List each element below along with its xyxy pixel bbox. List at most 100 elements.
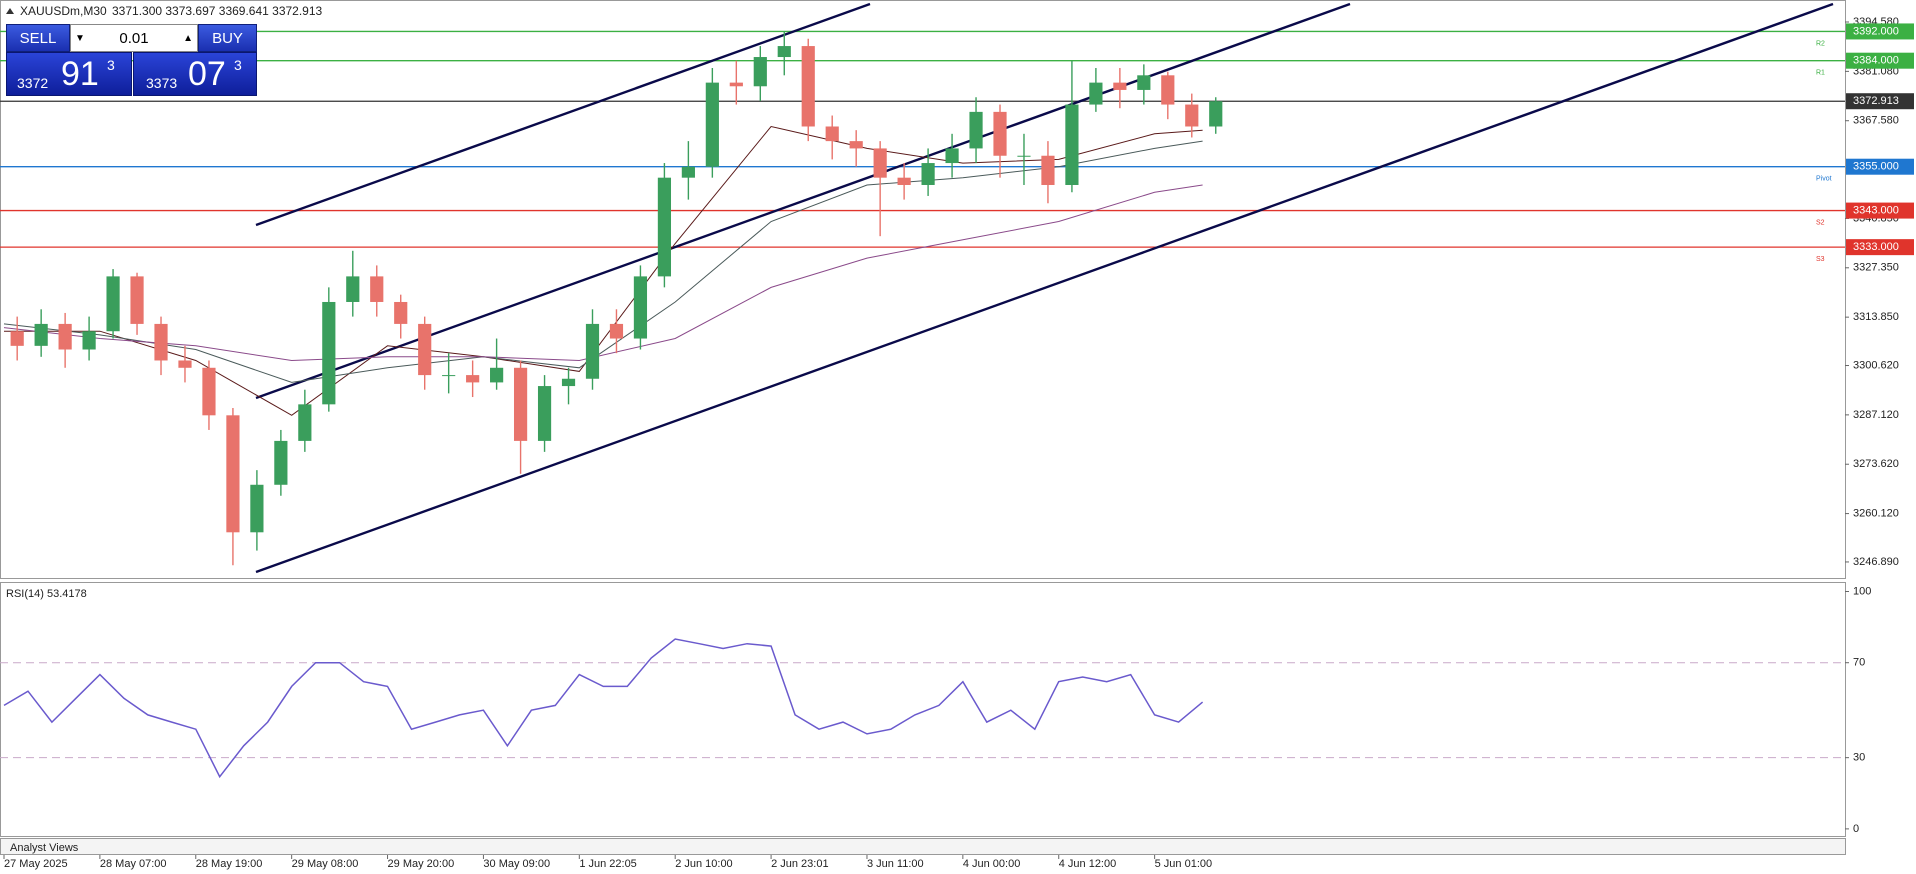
candle-body <box>34 323 48 346</box>
candle-body <box>801 46 815 127</box>
level-label: 3355.000 <box>1853 161 1899 173</box>
candle-body <box>705 82 719 167</box>
candle-body <box>58 323 72 350</box>
level-label-box <box>1846 52 1914 69</box>
x-tick-label: 4 Jun 12:00 <box>1059 858 1117 870</box>
x-tick-label: 1 Jun 22:05 <box>579 858 637 870</box>
candle-body <box>418 323 432 376</box>
candle-body <box>825 126 839 142</box>
candle-body <box>106 276 120 332</box>
y-tick-label: 0 <box>1853 823 1859 835</box>
candle-body <box>609 323 624 339</box>
level-label: 3343.000 <box>1853 204 1899 216</box>
level-name: R2 <box>1816 40 1825 47</box>
level-label: 3392.000 <box>1853 25 1899 37</box>
bid-main: 3372 <box>17 75 49 91</box>
candle-body <box>1137 75 1151 90</box>
trend-line[interactable] <box>255 2 1834 574</box>
candle-body <box>1041 155 1055 185</box>
volume-down[interactable]: ▼ <box>75 32 85 44</box>
level-name: Pivot <box>1816 176 1832 183</box>
x-tick-label: 4 Jun 00:00 <box>963 858 1021 870</box>
volume[interactable]: 0.01 <box>119 29 149 47</box>
level-name: S3 <box>1816 256 1825 263</box>
x-tick-label: 3 Jun 11:00 <box>867 858 924 870</box>
candle-body <box>322 301 336 405</box>
quote: 3371.300 3373.697 3369.641 3372.913 <box>112 4 323 18</box>
candle-body <box>849 141 863 149</box>
x-tick-label: 29 May 08:00 <box>292 858 359 870</box>
candle-body <box>1017 155 1031 157</box>
candle-body <box>346 276 360 302</box>
level-label-box <box>1846 202 1914 219</box>
candle-body <box>753 57 767 87</box>
candle-body <box>633 276 648 339</box>
analyst-views[interactable]: Analyst Views <box>10 842 79 854</box>
candle-body <box>537 386 552 441</box>
trend-line[interactable] <box>255 2 1351 400</box>
candle-body <box>729 82 743 87</box>
volume-up[interactable]: ▲ <box>183 32 193 44</box>
y-tick-label: 3313.850 <box>1853 311 1899 323</box>
volume-box[interactable]: ▼ 0.01 ▲ <box>70 24 198 52</box>
candle-body <box>945 148 959 164</box>
y-tick-label: 3246.890 <box>1853 556 1899 568</box>
candle-body <box>561 378 576 387</box>
bid-box[interactable]: 3372 91 3 <box>6 52 132 96</box>
candle-body <box>10 331 24 346</box>
level-name: R1 <box>1816 70 1825 77</box>
x-tick-label: 2 Jun 23:01 <box>771 858 829 870</box>
level-label: 3372.913 <box>1853 95 1899 107</box>
moving-average <box>3 184 1203 362</box>
rsi-panel <box>0 582 1846 837</box>
candle-body <box>250 484 264 533</box>
symbol: XAUUSDm,M30 <box>20 4 107 18</box>
candle-body <box>1113 82 1127 90</box>
y-tick-label: 3300.620 <box>1853 359 1899 371</box>
level-label: 3384.000 <box>1853 55 1899 67</box>
candle-body <box>1185 104 1199 127</box>
candle-body <box>873 148 887 178</box>
price-panel <box>0 0 1846 579</box>
level-label-box <box>1846 23 1914 40</box>
candle-body <box>1161 75 1175 105</box>
y-tick-label: 70 <box>1853 657 1865 669</box>
x-tick-label: 5 Jun 01:00 <box>1155 858 1213 870</box>
sell-button[interactable]: SELL <box>6 24 70 52</box>
x-tick-label: 2 Jun 10:00 <box>675 858 733 870</box>
trend-line[interactable] <box>255 2 871 227</box>
candle-body <box>897 177 911 185</box>
candle-body <box>298 404 312 441</box>
candle-body <box>777 46 791 58</box>
ask-big: 07 <box>188 55 226 93</box>
y-tick-label: 3273.620 <box>1853 458 1899 470</box>
candle-body <box>1209 101 1223 127</box>
candle-body <box>226 415 240 533</box>
analyst-bar[interactable] <box>0 838 1846 855</box>
level-label-box <box>1846 93 1914 110</box>
bid-small: 3 <box>107 57 115 73</box>
candle-body <box>921 163 935 185</box>
x-tick-label: 28 May 19:00 <box>196 858 263 870</box>
candle-body <box>202 367 216 416</box>
ask-main: 3373 <box>146 75 178 91</box>
candle-body <box>442 375 456 377</box>
level-label-box <box>1846 239 1914 256</box>
candle-body <box>370 276 384 302</box>
candle-body <box>274 440 288 485</box>
candle-body <box>1065 104 1079 185</box>
candle-body <box>178 360 192 368</box>
candle-body <box>466 375 480 383</box>
level-name: S2 <box>1816 219 1825 226</box>
ask-box[interactable]: 3373 07 3 <box>133 52 257 96</box>
level-label-box <box>1846 158 1914 175</box>
indicator-title: RSI(14) 53.4178 <box>6 588 87 600</box>
collapse-icon[interactable] <box>6 8 14 14</box>
x-tick-label: 29 May 20:00 <box>388 858 455 870</box>
candle-body <box>394 301 408 324</box>
buy-button[interactable]: BUY <box>198 24 257 52</box>
candle-body <box>154 323 168 361</box>
x-tick-label: 28 May 07:00 <box>100 858 167 870</box>
